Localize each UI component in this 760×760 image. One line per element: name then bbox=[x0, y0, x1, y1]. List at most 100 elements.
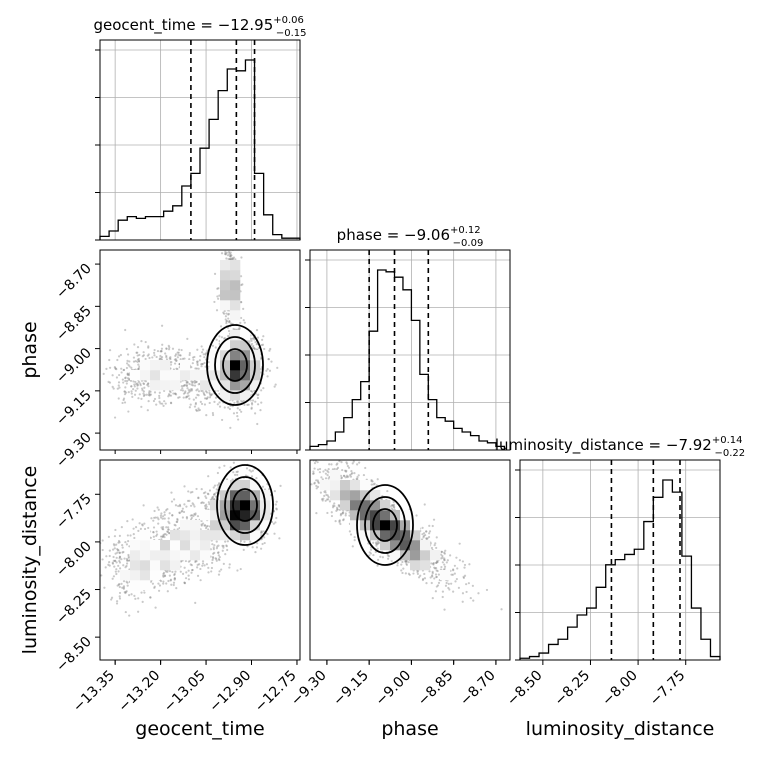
sample-point bbox=[115, 602, 119, 605]
sample-point bbox=[237, 327, 240, 330]
sample-point bbox=[162, 574, 165, 577]
sample-point bbox=[431, 575, 434, 578]
sample-point bbox=[216, 551, 220, 554]
sample-point bbox=[121, 546, 124, 549]
sample-point bbox=[242, 548, 245, 551]
sample-point bbox=[168, 346, 171, 349]
sample-point bbox=[153, 585, 156, 588]
sample-point bbox=[441, 561, 444, 564]
sample-point bbox=[178, 511, 181, 515]
sample-point bbox=[167, 579, 170, 583]
sample-point bbox=[333, 467, 336, 471]
sample-point bbox=[114, 552, 117, 555]
sample-point bbox=[177, 504, 180, 508]
sample-point bbox=[396, 561, 399, 565]
sample-point bbox=[216, 295, 219, 298]
sample-point bbox=[163, 511, 166, 514]
sample-point bbox=[471, 584, 474, 587]
sample-point bbox=[435, 585, 438, 588]
sample-point bbox=[194, 403, 197, 406]
sample-point bbox=[310, 483, 313, 486]
sample-point bbox=[256, 403, 260, 406]
sample-point bbox=[187, 578, 191, 581]
sample-point bbox=[188, 353, 191, 357]
density-cell bbox=[160, 540, 171, 551]
density-cell bbox=[240, 330, 251, 341]
sample-point bbox=[243, 540, 246, 543]
sample-point bbox=[188, 358, 191, 361]
density-cell bbox=[230, 300, 241, 311]
sample-point bbox=[436, 584, 440, 587]
sample-point bbox=[167, 344, 170, 347]
sample-point bbox=[188, 406, 191, 409]
sample-point bbox=[210, 393, 213, 397]
density-cell bbox=[390, 520, 401, 531]
sample-point bbox=[221, 418, 224, 422]
sample-point bbox=[117, 384, 120, 387]
sample-point bbox=[338, 521, 341, 524]
grid bbox=[100, 40, 300, 240]
sample-point bbox=[101, 548, 104, 552]
sample-point bbox=[121, 401, 124, 405]
sample-point bbox=[105, 555, 108, 558]
sample-point bbox=[372, 553, 375, 557]
sample-point bbox=[185, 517, 189, 520]
sample-point bbox=[260, 531, 263, 534]
sample-point bbox=[317, 481, 320, 485]
sample-point bbox=[170, 491, 173, 494]
contour-level bbox=[222, 348, 248, 382]
sample-point bbox=[441, 595, 444, 599]
sample-point bbox=[137, 397, 140, 400]
sample-point bbox=[208, 502, 211, 506]
sample-point bbox=[344, 476, 347, 479]
sample-point bbox=[458, 542, 461, 545]
sample-point bbox=[375, 544, 378, 547]
sample-point bbox=[333, 502, 336, 505]
sample-point bbox=[415, 514, 418, 517]
sample-point bbox=[125, 590, 128, 593]
sample-point bbox=[350, 472, 353, 476]
sample-point bbox=[338, 504, 341, 507]
density-cell bbox=[250, 500, 261, 511]
density-cell bbox=[170, 540, 181, 551]
sample-point bbox=[402, 567, 405, 570]
sample-point bbox=[200, 389, 203, 392]
sample-point bbox=[142, 390, 146, 393]
density-cell bbox=[360, 490, 371, 501]
sample-point bbox=[144, 380, 148, 383]
density-cell bbox=[180, 370, 191, 381]
sample-point bbox=[125, 366, 129, 370]
sample-point bbox=[240, 400, 244, 403]
sample-point bbox=[125, 382, 128, 385]
sample-point bbox=[138, 365, 141, 368]
sample-point bbox=[427, 535, 431, 539]
sample-point bbox=[136, 382, 139, 385]
sample-point bbox=[178, 363, 181, 366]
sample-point bbox=[228, 563, 231, 566]
sample-point bbox=[273, 385, 276, 388]
sample-point bbox=[250, 337, 254, 340]
sample-point bbox=[200, 501, 203, 505]
sample-point bbox=[128, 365, 131, 368]
sample-point bbox=[368, 554, 371, 557]
sample-point bbox=[435, 569, 438, 572]
sample-point bbox=[101, 558, 104, 561]
density-cell bbox=[440, 570, 451, 581]
sample-point bbox=[272, 522, 275, 525]
sample-point bbox=[167, 520, 170, 523]
sample-point bbox=[175, 359, 178, 362]
sample-point bbox=[128, 545, 131, 548]
sample-point bbox=[259, 368, 263, 371]
sample-point bbox=[390, 507, 394, 510]
sample-point bbox=[197, 496, 200, 499]
sample-point bbox=[448, 588, 451, 591]
sample-point bbox=[185, 380, 189, 384]
density-cell bbox=[420, 560, 431, 571]
x-tick-label: −9.00 bbox=[373, 668, 415, 710]
sample-point bbox=[215, 488, 218, 491]
density-cell bbox=[220, 360, 231, 371]
sample-point bbox=[175, 367, 178, 370]
sample-point bbox=[236, 569, 239, 572]
density-cell bbox=[230, 360, 241, 371]
